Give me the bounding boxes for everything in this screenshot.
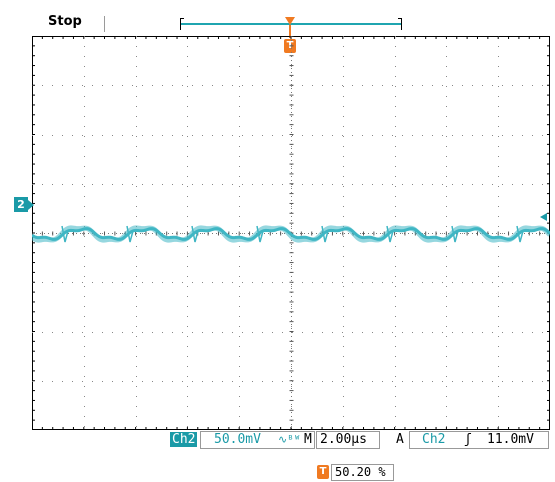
ch2-waveform-spike: [516, 225, 524, 243]
ch2-scale-box: [200, 431, 315, 449]
ch2-label[interactable]: Ch2: [170, 432, 198, 448]
trigger-source[interactable]: Ch2: [422, 432, 446, 447]
graticule: [30, 35, 552, 430]
trigger-mode-label: A: [396, 432, 404, 447]
ch2-waveform-spike: [386, 225, 394, 243]
status-divider: [104, 16, 105, 32]
ch2-waveform-spike: [191, 225, 199, 243]
record-window-left-bracket: [180, 18, 181, 30]
trigger-position-percent[interactable]: 50.20 %: [331, 464, 394, 481]
ch2-waveform-trace: [31, 227, 552, 241]
ch2-scale-value: 50.0mV: [214, 432, 261, 447]
record-window-right-tick: [398, 18, 402, 19]
ch2-waveform-spike: [256, 225, 264, 243]
record-window-left-tick: [180, 18, 184, 19]
trigger-level-arrow-icon[interactable]: [540, 213, 547, 221]
trigger-level-value[interactable]: 11.0mV: [487, 432, 534, 447]
run-state-label: Stop: [48, 14, 82, 29]
ch2-waveform-spike: [126, 225, 134, 243]
timebase-label: M: [304, 432, 312, 447]
timebase-value[interactable]: 2.00µs: [320, 432, 367, 447]
ch2-waveform-spike: [451, 225, 459, 243]
trigger-position-arrow-icon: [285, 17, 295, 25]
trigger-readout-box: [409, 431, 549, 449]
bandwidth-limit-icon: ∿ᴮᵂ: [278, 433, 301, 446]
ch2-waveform-spike: [321, 225, 329, 243]
record-window-right-bracket: [401, 18, 402, 30]
trigger-slope-icon: ʃ: [464, 432, 472, 447]
ch2-badge: Ch2: [170, 432, 198, 447]
trigger-position-stem: [289, 25, 291, 38]
trigger-position-icon: T: [317, 465, 329, 479]
ch2-waveform-spike: [61, 225, 69, 243]
ch2-ground-marker[interactable]: 2: [14, 197, 34, 212]
timebase-box: [316, 431, 380, 449]
waveform-display[interactable]: [30, 35, 552, 430]
